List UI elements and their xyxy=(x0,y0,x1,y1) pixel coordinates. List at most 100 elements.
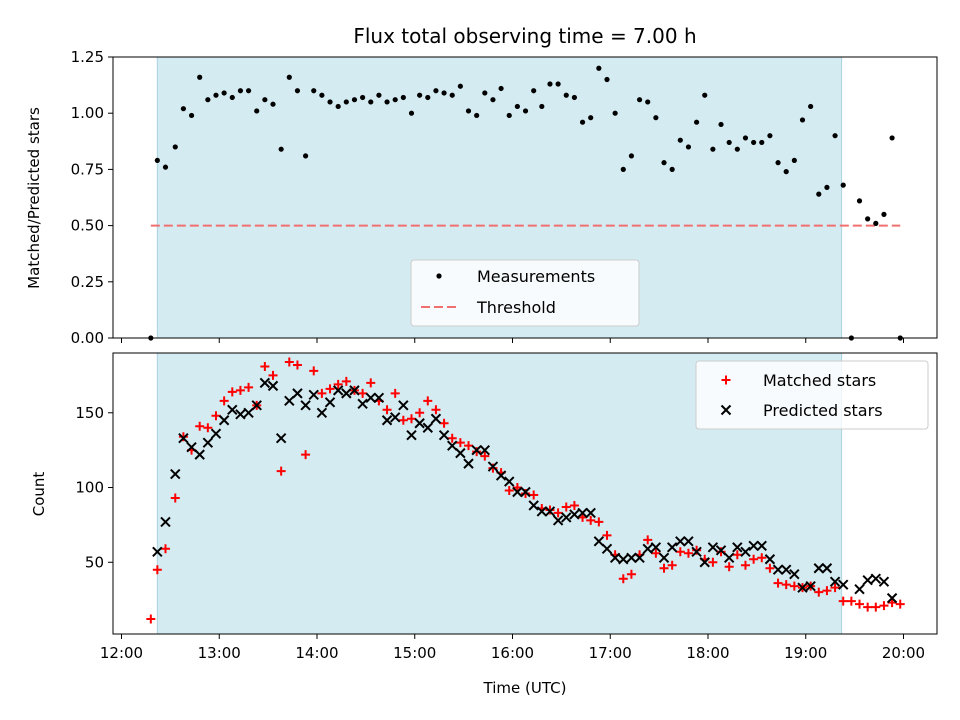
x-tick-label: 12:00 xyxy=(100,644,143,662)
predicted-star-point xyxy=(618,554,629,565)
ratio-y-tick-label: 0.25 xyxy=(71,273,104,291)
matched-star-point xyxy=(667,560,677,570)
measurement-point xyxy=(645,99,651,105)
matched-star-point xyxy=(594,517,604,527)
predicted-star-point xyxy=(414,418,425,429)
measurement-point xyxy=(832,133,838,139)
matched-star-point xyxy=(488,463,498,473)
predicted-star-point xyxy=(797,582,808,593)
predicted-star-point xyxy=(772,564,784,575)
measurement-point xyxy=(661,160,667,166)
measurement-point xyxy=(294,88,301,94)
matched-star-point xyxy=(716,547,726,557)
measurement-point xyxy=(400,94,406,101)
measurement-point xyxy=(547,81,553,87)
measurement-point xyxy=(506,112,512,119)
matched-star-point xyxy=(317,388,327,398)
matched-star-point xyxy=(521,489,531,498)
matched-star-point xyxy=(773,578,783,588)
measurement-point xyxy=(162,164,169,170)
measurement-point xyxy=(791,157,797,164)
matched-star-point xyxy=(683,548,693,558)
predicted-star-point xyxy=(780,564,792,575)
predicted-star-point xyxy=(854,583,865,595)
measurement-point xyxy=(563,92,569,98)
measurement-point xyxy=(229,94,235,101)
measurement-point xyxy=(783,169,789,175)
predicted-star-point xyxy=(275,432,287,444)
predicted-star-point xyxy=(349,385,360,396)
predicted-star-point xyxy=(593,536,605,547)
matched-star-point xyxy=(423,396,433,406)
matched-star-point xyxy=(569,500,579,510)
measurement-point xyxy=(718,121,724,128)
predicted-star-point xyxy=(218,415,230,426)
predicted-star-point xyxy=(316,407,328,418)
measurement-point xyxy=(197,74,203,80)
predicted-star-point xyxy=(838,579,849,590)
predicted-star-point xyxy=(308,389,319,401)
predicted-star-point xyxy=(243,407,254,418)
predicted-star-point xyxy=(259,377,271,389)
measurement-point xyxy=(636,97,643,103)
matched-star-point xyxy=(195,421,205,431)
measurement-point xyxy=(465,108,472,114)
measurement-point xyxy=(710,146,716,152)
matched-star-point xyxy=(602,530,612,540)
matched-star-point xyxy=(553,508,563,518)
predicted-star-point xyxy=(675,536,686,547)
matched-star-point xyxy=(431,405,441,415)
matched-star-point xyxy=(871,602,881,612)
measurement-point xyxy=(824,184,830,190)
measurement-point xyxy=(612,110,618,116)
predicted-star-point xyxy=(422,422,433,433)
legend-threshold-label: Threshold xyxy=(476,298,556,317)
ratio-y-tick-label: 0.50 xyxy=(71,217,104,235)
predicted-star-point xyxy=(520,486,531,498)
measurement-point xyxy=(262,97,268,103)
measurement-point xyxy=(408,110,415,116)
matched-star-point xyxy=(480,451,490,461)
predicted-star-point xyxy=(170,468,181,480)
matched-star-point xyxy=(781,580,791,590)
measurement-point xyxy=(596,65,602,71)
predicted-star-point xyxy=(585,507,596,519)
measurement-point xyxy=(498,85,504,92)
measurement-point xyxy=(604,76,610,83)
measurement-point xyxy=(767,133,773,139)
measurement-point xyxy=(555,81,561,87)
matched-star-point xyxy=(578,512,588,522)
matched-star-point xyxy=(472,447,482,457)
measurement-point xyxy=(628,153,635,159)
predicted-star-point xyxy=(504,476,515,487)
measurement-point xyxy=(221,90,227,96)
predicted-star-point xyxy=(561,512,572,523)
predicted-star-point xyxy=(479,444,491,456)
matched-star-point xyxy=(895,599,905,609)
predicted-star-point xyxy=(764,554,776,565)
matched-star-point xyxy=(178,432,188,442)
matched-star-point xyxy=(284,357,294,367)
predicted-star-point xyxy=(235,409,246,420)
matched-star-point xyxy=(447,433,457,443)
predicted-star-point xyxy=(398,400,409,411)
x-tick-label: 14:00 xyxy=(295,644,338,662)
predicted-star-point xyxy=(381,415,393,426)
measurement-point xyxy=(172,144,178,150)
matched-star-point xyxy=(301,450,311,460)
measurement-point xyxy=(482,90,488,96)
predicted-star-point xyxy=(292,388,303,399)
matched-star-point xyxy=(659,563,669,573)
measurement-point xyxy=(245,88,252,94)
matched-star-point xyxy=(830,583,840,593)
predicted-star-point xyxy=(626,552,637,563)
measurement-point xyxy=(319,92,325,98)
measurement-point xyxy=(302,153,309,159)
measurement-point xyxy=(376,92,382,98)
matched-star-point xyxy=(740,560,750,570)
matched-star-point xyxy=(219,396,229,406)
matched-star-point xyxy=(757,553,767,563)
predicted-star-point xyxy=(748,540,759,552)
predicted-star-point xyxy=(186,441,197,453)
predicted-star-point xyxy=(536,506,548,517)
